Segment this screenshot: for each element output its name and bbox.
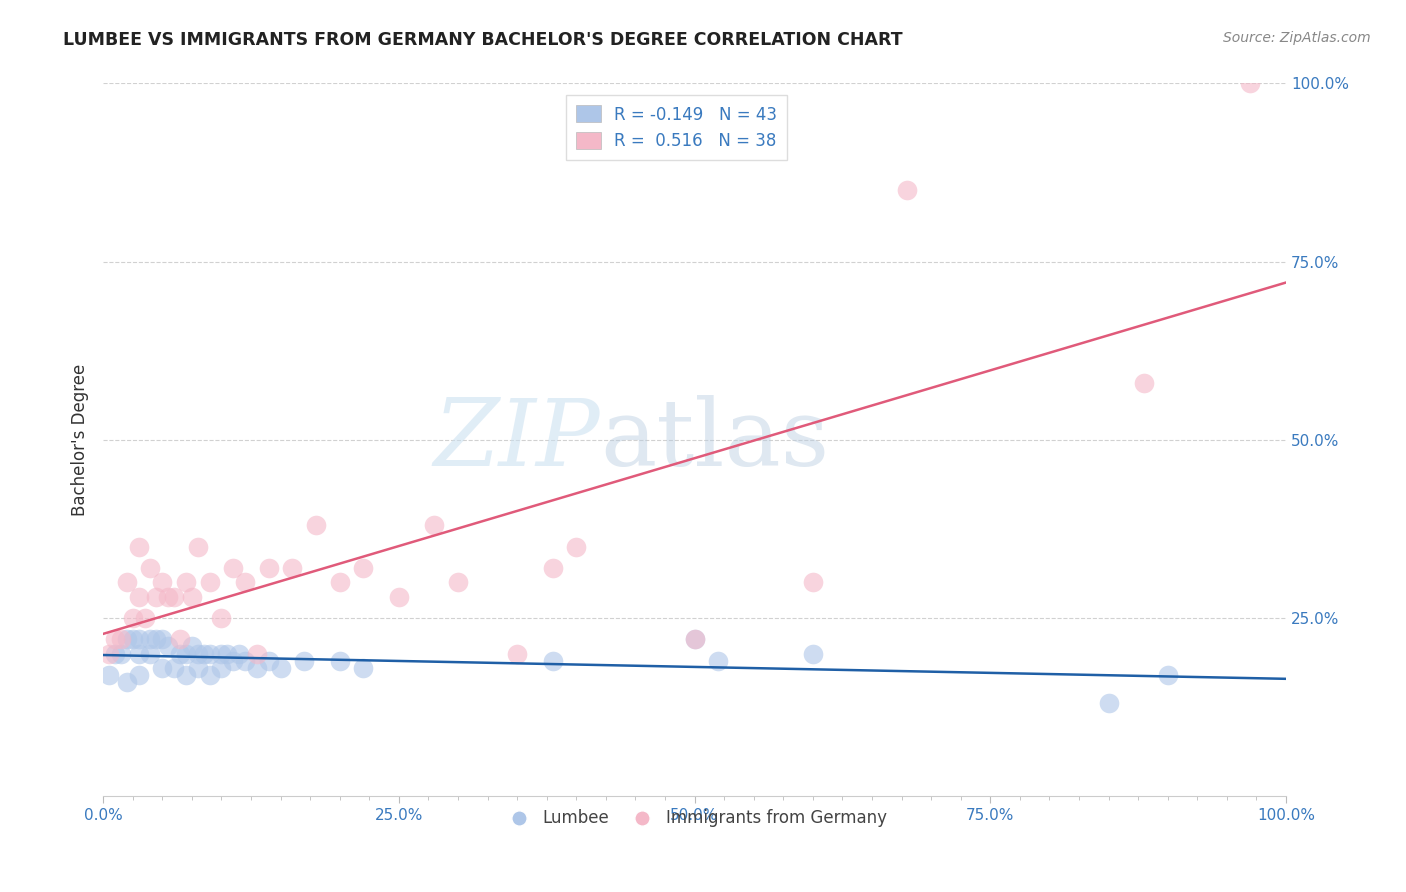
Point — [139, 632, 162, 647]
Point — [128, 632, 150, 647]
Point — [98, 668, 121, 682]
Point — [1133, 376, 1156, 390]
Point — [801, 575, 824, 590]
Point — [121, 632, 143, 647]
Point — [104, 632, 127, 647]
Point — [541, 561, 564, 575]
Point — [222, 561, 245, 575]
Point — [174, 647, 197, 661]
Point — [305, 518, 328, 533]
Point — [222, 654, 245, 668]
Point — [683, 632, 706, 647]
Point — [115, 632, 138, 647]
Point — [134, 611, 156, 625]
Point — [104, 647, 127, 661]
Text: Source: ZipAtlas.com: Source: ZipAtlas.com — [1223, 31, 1371, 45]
Point — [98, 647, 121, 661]
Point — [329, 654, 352, 668]
Point — [209, 611, 232, 625]
Legend: Lumbee, Immigrants from Germany: Lumbee, Immigrants from Germany — [496, 803, 893, 834]
Point — [233, 654, 256, 668]
Point — [447, 575, 470, 590]
Point — [352, 661, 374, 675]
Text: LUMBEE VS IMMIGRANTS FROM GERMANY BACHELOR'S DEGREE CORRELATION CHART: LUMBEE VS IMMIGRANTS FROM GERMANY BACHEL… — [63, 31, 903, 49]
Point — [257, 654, 280, 668]
Point — [169, 632, 191, 647]
Point — [217, 647, 239, 661]
Point — [209, 647, 232, 661]
Point — [541, 654, 564, 668]
Point — [198, 647, 221, 661]
Point — [139, 561, 162, 575]
Point — [121, 611, 143, 625]
Point — [246, 647, 269, 661]
Point — [292, 654, 315, 668]
Point — [157, 590, 180, 604]
Point — [187, 647, 209, 661]
Point — [228, 647, 250, 661]
Point — [423, 518, 446, 533]
Point — [209, 661, 232, 675]
Point — [139, 647, 162, 661]
Point — [198, 668, 221, 682]
Point — [150, 632, 173, 647]
Point — [110, 647, 132, 661]
Point — [150, 661, 173, 675]
Point — [163, 661, 186, 675]
Point — [801, 647, 824, 661]
Point — [1156, 668, 1178, 682]
Point — [281, 561, 304, 575]
Point — [1239, 77, 1261, 91]
Point — [388, 590, 411, 604]
Point — [329, 575, 352, 590]
Point — [187, 540, 209, 554]
Point — [896, 183, 918, 197]
Point — [180, 640, 202, 654]
Point — [128, 540, 150, 554]
Point — [193, 647, 215, 661]
Point — [128, 647, 150, 661]
Point — [115, 575, 138, 590]
Point — [180, 590, 202, 604]
Point — [352, 561, 374, 575]
Point — [150, 575, 173, 590]
Point — [174, 575, 197, 590]
Point — [270, 661, 292, 675]
Point — [163, 590, 186, 604]
Point — [683, 632, 706, 647]
Text: atlas: atlas — [600, 395, 830, 484]
Point — [157, 640, 180, 654]
Point — [128, 590, 150, 604]
Point — [110, 632, 132, 647]
Point — [145, 590, 167, 604]
Text: ZIP: ZIP — [433, 395, 600, 484]
Point — [169, 647, 191, 661]
Y-axis label: Bachelor's Degree: Bachelor's Degree — [72, 364, 89, 516]
Point — [128, 668, 150, 682]
Point — [565, 540, 588, 554]
Point — [187, 661, 209, 675]
Point — [1097, 697, 1119, 711]
Point — [115, 675, 138, 690]
Point — [707, 654, 730, 668]
Point — [233, 575, 256, 590]
Point — [257, 561, 280, 575]
Point — [198, 575, 221, 590]
Point — [174, 668, 197, 682]
Point — [246, 661, 269, 675]
Point — [506, 647, 529, 661]
Point — [145, 632, 167, 647]
